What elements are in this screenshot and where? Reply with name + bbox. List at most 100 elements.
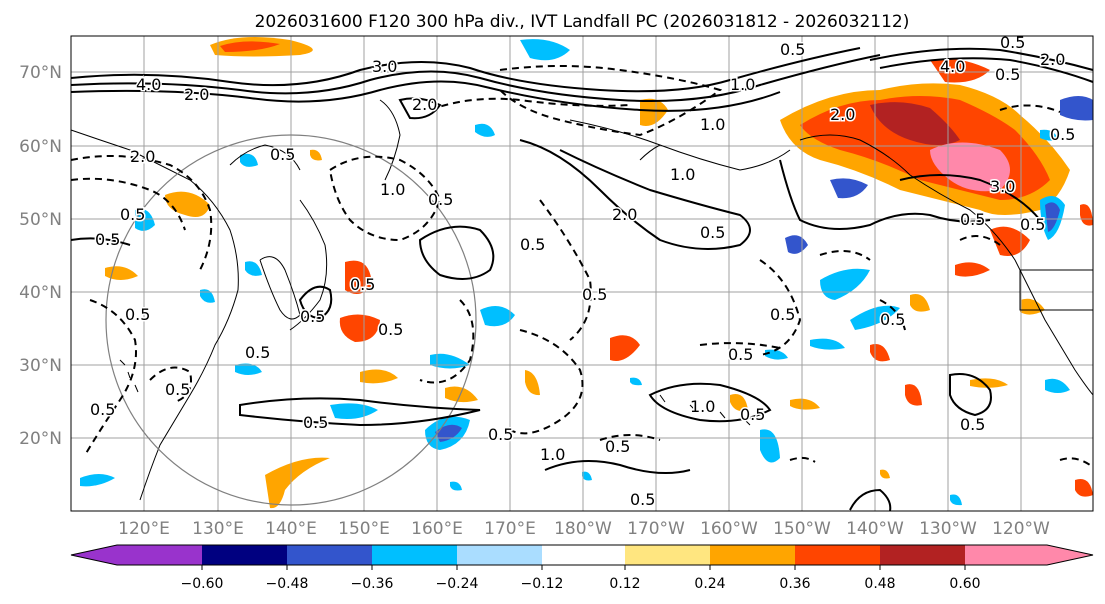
contour-label: 0.5 [960, 415, 985, 434]
colorbar-swatch [372, 545, 457, 565]
contour-label: 0.5 [125, 305, 150, 324]
lat-label: 50°N [19, 210, 62, 230]
contour-label: 0.5 [1020, 215, 1045, 234]
lat-label: 30°N [19, 356, 62, 376]
contour-label: 0.5 [780, 40, 805, 59]
lat-label: 70°N [19, 63, 62, 83]
longitude-labels: 120°E 130°E 140°E 150°E 160°E 170°E 180°… [118, 519, 1050, 539]
contour-label: 0.5 [700, 223, 725, 242]
contour-label: 2.0 [830, 105, 855, 124]
contour-label: 2.0 [1040, 50, 1065, 69]
colorbar-tick-label: −0.48 [266, 576, 309, 592]
contour-label: 1.0 [670, 165, 695, 184]
contour-label: 0.5 [428, 190, 453, 209]
colorbar-tick-label: 0.36 [779, 576, 810, 592]
contour-label: 1.0 [380, 180, 405, 199]
colorbar-tick-label: 0.12 [609, 576, 640, 592]
colorbar-swatch [287, 545, 372, 565]
colorbar-tick-label: −0.12 [521, 576, 564, 592]
colorbar-tick-label: −0.60 [181, 576, 224, 592]
contour-label: 1.0 [700, 115, 725, 134]
lon-label: 150°W [773, 519, 831, 539]
contour-label: 2.0 [412, 95, 437, 114]
colorbar-swatch [117, 545, 202, 565]
colorbar-swatch [457, 545, 542, 565]
contours [70, 47, 1094, 512]
contour-labels: 4.0 2.0 3.0 2.0 4.0 0.5 1.0 2.0 0.5 2.0 … [89, 32, 1077, 511]
contour-label: 0.5 [245, 343, 270, 362]
lon-label: 170°W [627, 519, 685, 539]
contour-label: 0.5 [740, 405, 765, 424]
contour-label: 1.0 [730, 75, 755, 94]
contour-label: 2.0 [130, 147, 155, 166]
contour-label: 0.5 [488, 425, 513, 444]
colorbar-swatch [880, 545, 965, 565]
colorbar-tick-label: 0.48 [864, 576, 895, 592]
contour-label: 0.5 [1050, 125, 1075, 144]
colorbar-swatch [625, 545, 710, 565]
colorbar-tick-label: 0.24 [694, 576, 725, 592]
contour-label: 0.5 [300, 307, 325, 326]
lon-label: 140°W [846, 519, 904, 539]
region-circle [105, 134, 477, 506]
contour-label: 4.0 [940, 57, 965, 76]
colorbar-tick-label: −0.24 [436, 576, 479, 592]
contour-label: 0.5 [770, 305, 795, 324]
contour-label: 0.5 [270, 145, 295, 164]
contour-label: 0.5 [960, 210, 985, 229]
contour-label: 0.5 [378, 320, 403, 339]
coastlines [70, 99, 1094, 501]
contour-label: 0.5 [165, 380, 190, 399]
contour-label: 0.5 [95, 230, 120, 249]
colorbar-swatch [202, 545, 287, 565]
contour-label: 2.0 [184, 85, 209, 104]
lon-label: 120°E [118, 519, 170, 539]
lon-label: 160°E [411, 519, 463, 539]
lat-label: 20°N [19, 429, 62, 449]
colorbar: −0.60 −0.48 −0.36 −0.24 −0.12 0.12 0.24 … [70, 544, 1094, 592]
colorbar-swatch [710, 545, 795, 565]
contour-label: 0.5 [90, 400, 115, 419]
colorbar-ticks: −0.60 −0.48 −0.36 −0.24 −0.12 0.12 0.24 … [181, 565, 981, 592]
map-panel: 4.0 2.0 3.0 2.0 4.0 0.5 1.0 2.0 0.5 2.0 … [70, 32, 1094, 512]
lon-label: 130°E [192, 519, 244, 539]
colorbar-tick-label: 0.60 [949, 576, 980, 592]
contour-label: 0.5 [605, 437, 630, 456]
lon-label: 180°W [554, 519, 612, 539]
contour-label: 3.0 [990, 177, 1015, 196]
lon-label: 140°E [265, 519, 317, 539]
contour-label: 0.5 [1000, 33, 1025, 52]
colorbar-swatch [1047, 545, 1093, 565]
contour-label: 0.5 [520, 235, 545, 254]
contour-label: 2.0 [612, 205, 637, 224]
contour-label: 1.0 [690, 397, 715, 416]
lon-label: 130°W [919, 519, 977, 539]
colorbar-swatch [71, 545, 117, 565]
lon-label: 150°E [338, 519, 390, 539]
lon-label: 120°W [992, 519, 1050, 539]
contour-label: 4.0 [136, 75, 161, 94]
colorbar-swatch [965, 545, 1047, 565]
contour-label: 0.5 [582, 285, 607, 304]
contour-label: 0.5 [303, 413, 328, 432]
contour-label: 0.5 [350, 275, 375, 294]
lat-label: 60°N [19, 137, 62, 157]
shaded-field [80, 36, 1093, 509]
figure-title: 2026031600 F120 300 hPa div., IVT Landfa… [255, 12, 910, 32]
contour-label: 3.0 [372, 57, 397, 76]
contour-label: 0.5 [120, 205, 145, 224]
graticule [71, 36, 1093, 511]
lon-label: 160°W [700, 519, 758, 539]
latitude-labels: 70°N 60°N 50°N 40°N 30°N 20°N [19, 63, 62, 449]
colorbar-tick-label: −0.36 [351, 576, 394, 592]
contour-label: 1.0 [540, 445, 565, 464]
lon-label: 170°E [484, 519, 536, 539]
colorbar-swatch [795, 545, 880, 565]
contour-label: 0.5 [630, 490, 655, 509]
contour-label: 0.5 [995, 65, 1020, 84]
contour-label: 0.5 [728, 345, 753, 364]
colorbar-swatch [542, 545, 625, 565]
contour-label: 0.5 [880, 310, 905, 329]
lat-label: 40°N [19, 283, 62, 303]
